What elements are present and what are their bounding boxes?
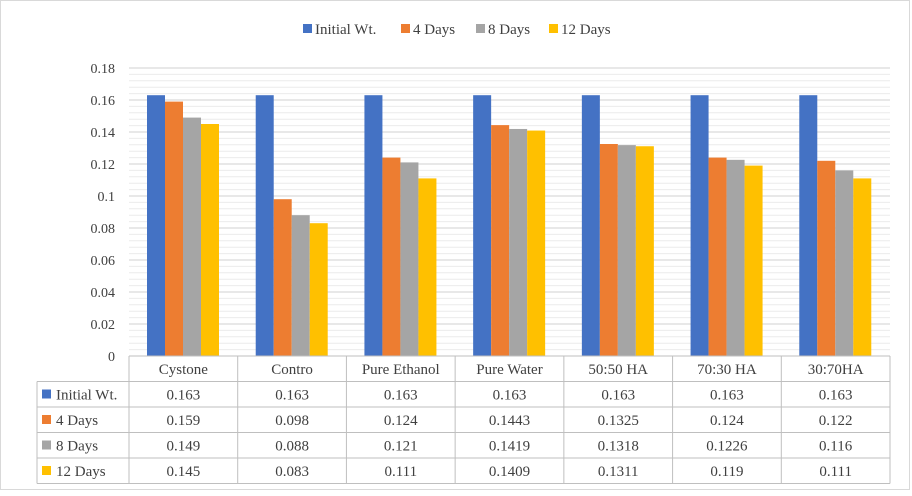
legend-label: 4 Days <box>413 22 455 38</box>
bar-1-3 <box>309 223 328 356</box>
table-value: 0.1443 <box>489 413 530 429</box>
table-value: 0.111 <box>384 464 417 480</box>
bar-5-3 <box>744 165 763 356</box>
table-value: 0.119 <box>710 464 743 480</box>
bar-6-2 <box>835 170 854 356</box>
table-value: 0.1419 <box>489 439 530 455</box>
bar-4-2 <box>617 145 636 356</box>
table-legend-key <box>42 415 51 424</box>
bar-0-3 <box>201 124 219 356</box>
table-series-name: Initial Wt. <box>56 388 117 404</box>
table-value: 0.163 <box>819 388 853 404</box>
bar-0-2 <box>183 117 201 356</box>
bar-0-1 <box>165 101 183 356</box>
y-tick-label: 0.06 <box>91 254 116 269</box>
bar-6-0 <box>799 95 818 356</box>
bar-3-1 <box>491 125 510 357</box>
category-label: Pure Water <box>476 362 542 378</box>
y-tick-label: 0.02 <box>91 318 116 333</box>
bar-2-1 <box>382 157 401 356</box>
y-tick-label: 0.04 <box>91 286 116 301</box>
bar-3-2 <box>509 128 528 356</box>
bar-6-1 <box>817 160 836 356</box>
data-table: Cystone Contro Pure Ethanol Pure Water 50:50… <box>36 356 891 484</box>
y-tick-label: 0.1 <box>98 190 116 205</box>
table-legend-key <box>42 389 51 399</box>
legend-label: 8 Days <box>488 22 530 38</box>
y-tick-label: 0.12 <box>91 158 116 173</box>
category-label: 50:50 HA <box>588 362 648 378</box>
legend-swatch <box>549 24 558 33</box>
category-label: Contro <box>271 362 313 378</box>
bar-2-0 <box>364 95 383 356</box>
table-value: 0.159 <box>166 413 200 429</box>
table-series-name: 12 Days <box>56 464 106 480</box>
table-value: 0.1226 <box>706 439 748 455</box>
bar-4-1 <box>599 144 618 356</box>
y-tick-label: 0 <box>108 350 115 365</box>
legend: Initial Wt. 4 Days 8 Days 12 Days <box>303 22 611 38</box>
y-axis: 0 0.02 0.04 0.06 0.08 0.1 0.12 0.14 0.16 0.18 <box>91 62 116 365</box>
table-value: 0.149 <box>166 439 200 455</box>
legend-label: Initial Wt. <box>315 22 376 38</box>
table-value: 0.122 <box>819 413 853 429</box>
bar-5-0 <box>690 95 709 356</box>
y-tick-label: 0.18 <box>91 62 116 77</box>
table-legend-key <box>42 440 51 450</box>
legend-swatch <box>401 24 410 33</box>
bar-3-3 <box>527 130 546 356</box>
table-value: 0.111 <box>819 464 852 480</box>
bar-4-0 <box>581 95 600 356</box>
table-value: 0.163 <box>166 388 200 404</box>
bars <box>129 95 890 357</box>
table-value: 0.145 <box>166 464 200 480</box>
bar-4-3 <box>635 146 654 356</box>
category-label: 70:30 HA <box>697 362 757 378</box>
bar-0-0 <box>147 95 165 356</box>
table-value: 0.1409 <box>489 464 530 480</box>
table-value: 0.1311 <box>598 464 639 480</box>
table-value: 0.163 <box>710 388 744 404</box>
table-value: 0.163 <box>601 388 635 404</box>
table-series-name: 8 Days <box>56 439 98 455</box>
legend-label: 12 Days <box>561 22 611 38</box>
table-value: 0.116 <box>819 439 853 455</box>
table-value: 0.163 <box>384 388 418 404</box>
table-value: 0.083 <box>275 464 309 480</box>
bar-1-1 <box>273 199 292 356</box>
y-tick-label: 0.16 <box>91 94 116 109</box>
category-label: Cystone <box>159 362 209 378</box>
legend-swatch <box>476 24 485 33</box>
table-value: 0.1325 <box>598 413 639 429</box>
category-label: 30:70HA <box>808 362 864 378</box>
bar-1-2 <box>291 215 310 356</box>
table-value: 0.1318 <box>598 439 639 455</box>
category-label: Pure Ethanol <box>362 362 440 378</box>
bar-3-0 <box>473 95 492 356</box>
bar-1-0 <box>255 95 274 356</box>
table-value: 0.163 <box>493 388 527 404</box>
bar-5-1 <box>708 157 727 356</box>
y-tick-label: 0.08 <box>91 222 116 237</box>
table-value: 0.163 <box>275 388 309 404</box>
table-value: 0.088 <box>275 439 309 455</box>
table-value: 0.098 <box>275 413 309 429</box>
y-tick-label: 0.14 <box>91 126 116 141</box>
bar-2-2 <box>400 162 419 356</box>
table-series-name: 4 Days <box>56 413 98 429</box>
table-legend-key <box>42 466 51 475</box>
table-value: 0.124 <box>710 413 744 429</box>
bar-6-3 <box>853 178 872 356</box>
legend-swatch <box>303 24 312 33</box>
bar-5-2 <box>726 159 745 356</box>
table-value: 0.124 <box>384 413 418 429</box>
bar-2-3 <box>418 178 437 356</box>
table-value: 0.121 <box>384 439 418 455</box>
